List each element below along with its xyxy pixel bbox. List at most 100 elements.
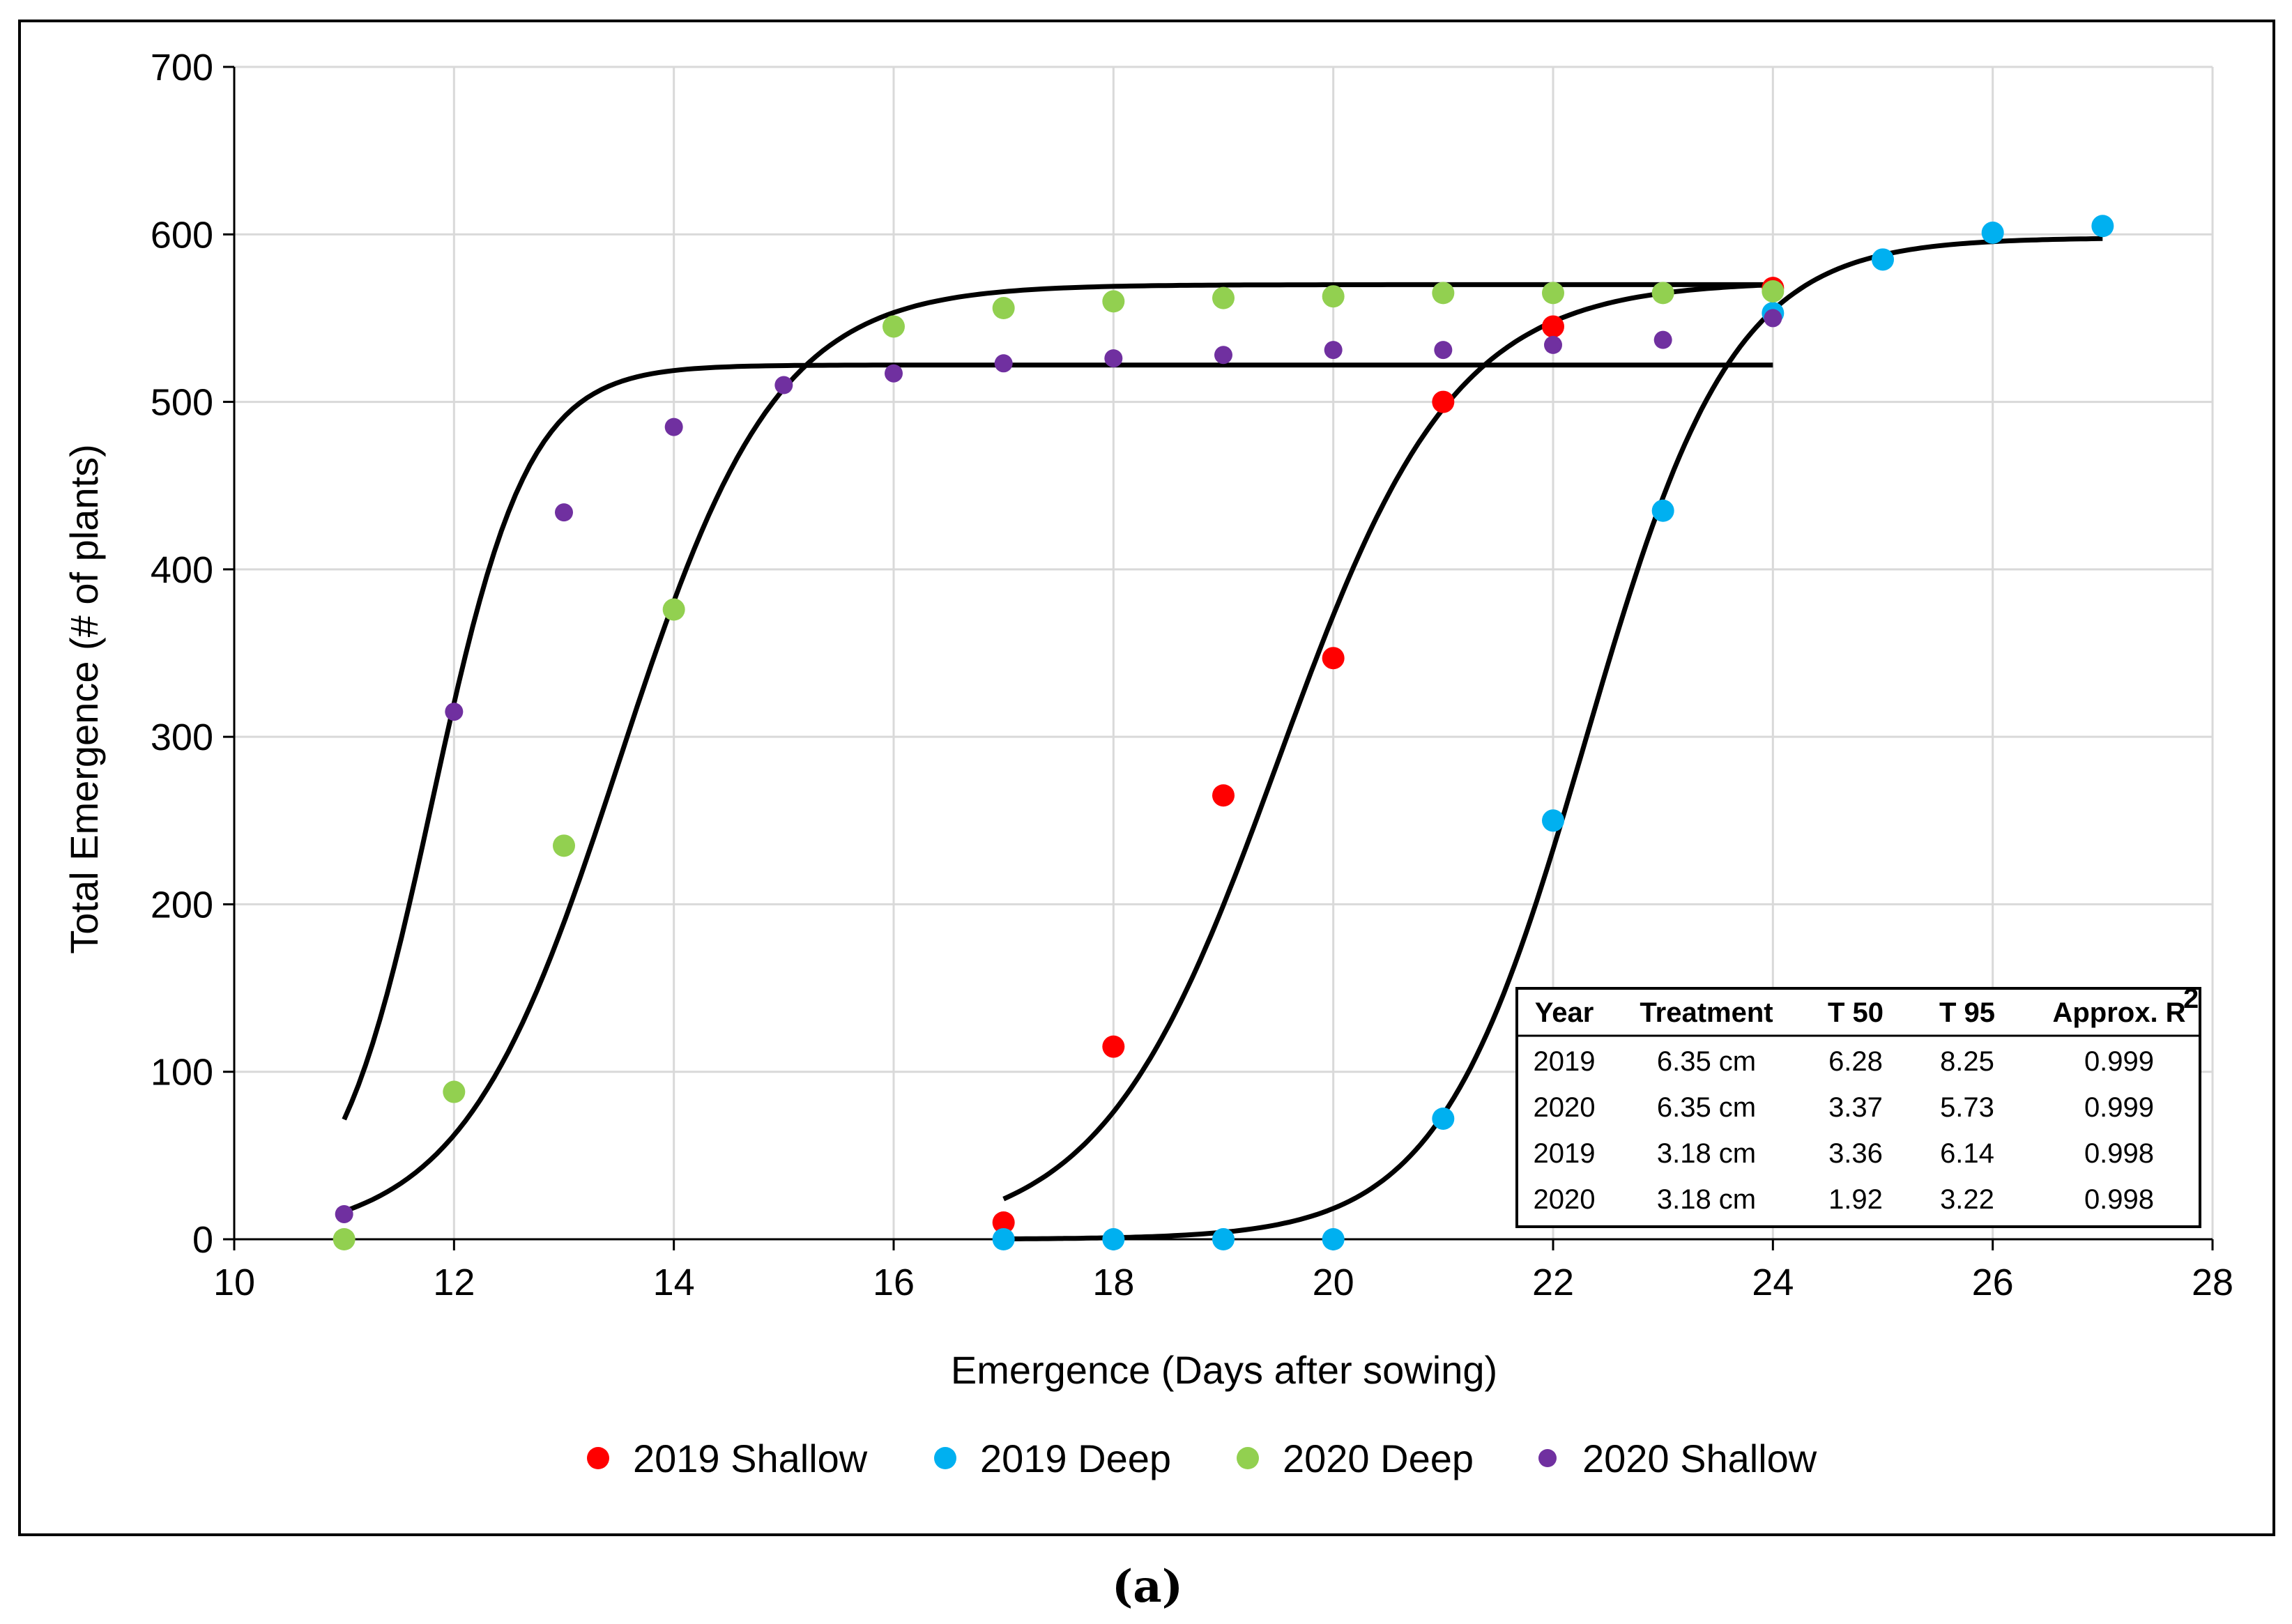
data-point	[1102, 1228, 1125, 1250]
x-tick-label: 26	[1972, 1262, 2014, 1303]
fitted-curve	[343, 282, 1773, 1214]
data-point	[883, 315, 905, 338]
data-point	[1762, 279, 1785, 302]
data-point	[2091, 215, 2114, 238]
data-point	[992, 1211, 1015, 1234]
data-point	[333, 1228, 356, 1250]
subfigure-label: (a)	[1112, 1561, 1183, 1613]
table-cell: 0.998	[2084, 1138, 2154, 1169]
table-header-cell: Year	[1535, 997, 1594, 1028]
x-tick-label: 12	[433, 1262, 475, 1303]
data-point	[662, 598, 685, 621]
figure-frame	[18, 20, 2275, 1536]
data-point	[1651, 499, 1674, 522]
table-cell: 6.28	[1828, 1046, 1883, 1077]
data-point	[443, 1080, 466, 1103]
data-point	[555, 503, 573, 522]
data-point	[1102, 1035, 1125, 1058]
table-header-cell: T 50	[1828, 997, 1884, 1028]
x-tick-label: 14	[653, 1262, 695, 1303]
table-header-cell: Approx. R	[2052, 997, 2185, 1028]
table-cell: 1.92	[1828, 1184, 1883, 1215]
table-cell: 2020	[1534, 1184, 1596, 1215]
table-header-superscript: 2	[2183, 983, 2199, 1014]
data-point	[1322, 285, 1345, 308]
data-point	[1212, 286, 1235, 309]
data-point	[992, 1228, 1015, 1250]
data-point	[1542, 809, 1564, 832]
data-point	[1872, 248, 1894, 271]
fitted-curves	[342, 236, 2103, 1241]
legend-label: 2020 Deep	[1283, 1437, 1474, 1480]
data-point	[774, 376, 793, 394]
x-tick-label: 18	[1092, 1262, 1134, 1303]
legend-label: 2020 Shallow	[1582, 1437, 1817, 1480]
x-tick-label: 10	[213, 1262, 255, 1303]
fitted-curve	[342, 362, 1773, 1121]
table-cell: 6.35 cm	[1657, 1092, 1756, 1123]
legend-marker	[1237, 1447, 1259, 1469]
data-points	[333, 215, 2114, 1250]
table-header-cell: T 95	[1939, 997, 1995, 1028]
x-axis-label: Emergence (Days after sowing)	[951, 1348, 1497, 1392]
data-point	[1322, 647, 1345, 670]
table-header-cell: Treatment	[1640, 997, 1773, 1028]
table-cell: 3.36	[1828, 1138, 1883, 1169]
data-point	[1432, 390, 1455, 413]
data-point	[1653, 330, 1672, 349]
data-point	[1324, 341, 1343, 360]
y-tick-label: 700	[151, 47, 213, 89]
fitted-curve	[1002, 282, 1773, 1202]
x-tick-label: 20	[1313, 1262, 1354, 1303]
y-tick-label: 100	[151, 1052, 213, 1094]
legend-label: 2019 Shallow	[633, 1437, 868, 1480]
table-cell: 3.22	[1940, 1184, 1994, 1215]
data-point	[1322, 1228, 1345, 1250]
data-point	[1212, 1228, 1235, 1250]
table-cell: 6.35 cm	[1657, 1046, 1756, 1077]
y-tick-label: 500	[151, 382, 213, 424]
y-axis-label: Total Emergence (# of plants)	[62, 444, 106, 953]
x-tick-label: 24	[1752, 1262, 1794, 1303]
data-point	[335, 1204, 353, 1223]
data-point	[1104, 349, 1123, 368]
data-point	[664, 418, 683, 436]
data-point	[1542, 282, 1564, 305]
legend-marker	[1538, 1449, 1557, 1467]
y-tick-label: 600	[151, 214, 213, 256]
table-cell: 3.37	[1828, 1092, 1883, 1123]
table-cell: 0.999	[2084, 1092, 2154, 1123]
data-point	[1102, 290, 1125, 313]
legend-marker	[934, 1447, 956, 1469]
table-cell: 6.14	[1940, 1138, 1994, 1169]
y-tick-label: 400	[151, 549, 213, 591]
legend-marker	[587, 1447, 609, 1469]
data-point	[445, 703, 464, 721]
table-frame	[1515, 987, 2201, 1228]
x-tick-label: 28	[2192, 1262, 2233, 1303]
x-tick-label: 22	[1532, 1262, 1574, 1303]
table-cell: 5.73	[1940, 1092, 1994, 1123]
table-cell: 0.998	[2084, 1184, 2154, 1215]
data-point	[1212, 784, 1235, 807]
x-tick-label: 16	[873, 1262, 915, 1303]
data-point	[1432, 1107, 1455, 1130]
fitted-curve	[1003, 236, 2103, 1241]
legend: 2019 Shallow 2019 Deep 2020 Deep 2020 Shall…	[587, 1437, 1817, 1480]
y-tick-label: 0	[192, 1219, 213, 1261]
data-point	[1432, 282, 1455, 305]
data-point	[1214, 346, 1232, 365]
data-point	[1764, 309, 1782, 328]
data-point	[885, 364, 903, 383]
table-cell: 3.18 cm	[1657, 1184, 1756, 1215]
data-point	[994, 354, 1013, 373]
data-point	[1434, 341, 1453, 360]
table-cell: 2019	[1534, 1138, 1596, 1169]
data-point	[992, 297, 1015, 320]
data-point	[1651, 282, 1674, 305]
table-cell: 3.18 cm	[1657, 1138, 1756, 1169]
legend-label: 2019 Deep	[980, 1437, 1171, 1480]
data-point	[553, 834, 575, 857]
table-cell: 8.25	[1940, 1046, 1994, 1077]
